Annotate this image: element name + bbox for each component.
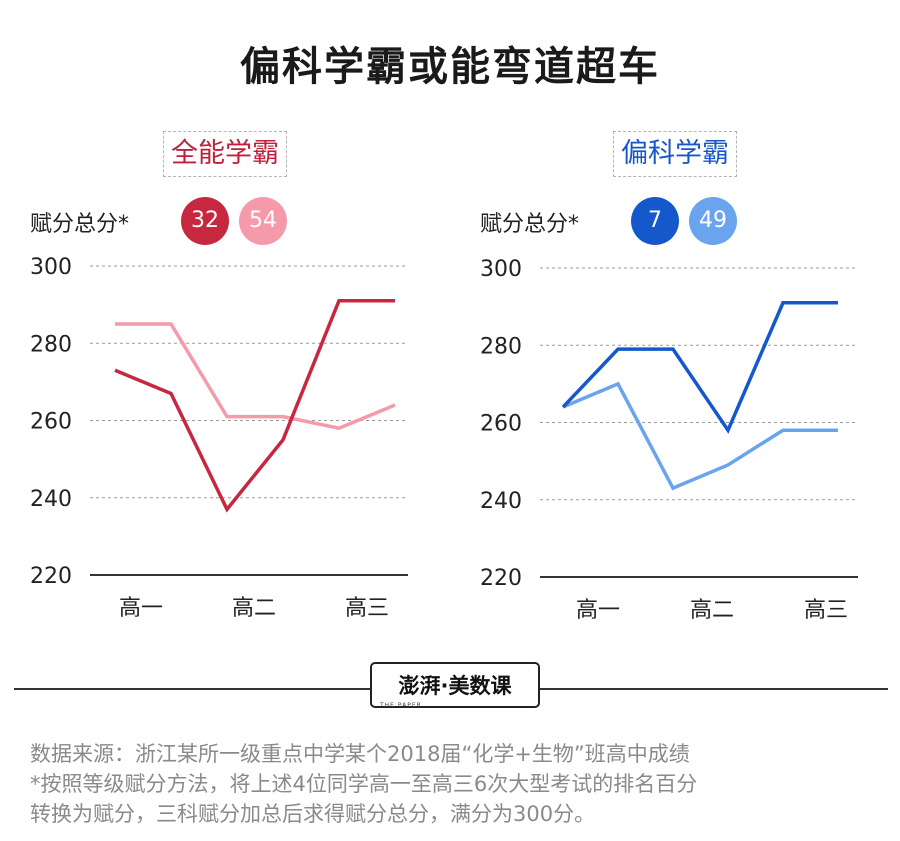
y-tick-label-280: 280 [480,334,522,359]
x-tick-label-1: 高一 [119,596,163,621]
series-line-49 [562,381,838,491]
series-line-32 [114,299,395,513]
y-tick-label-220: 220 [480,566,522,591]
legend-badge-student-32: 32 [181,197,229,245]
y-tick-label-240: 240 [480,489,522,514]
x-tick-label-2: 高二 [690,598,734,623]
legend-caption-left: 赋分总分* [30,212,130,237]
x-tick-label-3: 高三 [345,596,389,621]
legend-caption-right: 赋分总分* [480,212,580,237]
y-tick-label-280: 280 [30,332,72,357]
legend-badge-student-54: 54 [239,197,287,245]
series-line-7 [561,301,838,434]
source-note-line-1: 数据来源：浙江某所一级重点中学某个2018届“化学+生物”班高中成绩 [30,742,690,766]
brand-logo-subtext: THE PAPER [380,702,422,709]
y-tick-label-260: 260 [30,410,72,435]
source-note-line-2: *按照等级赋分方法，将上述4位同学高一至高三6次大型考试的排名百分 [30,772,698,796]
divider-right [536,688,888,690]
x-tick-label-3: 高三 [804,598,848,623]
y-tick-label-300: 300 [30,255,72,280]
page-title: 偏科学霸或能弯道超车 [240,44,660,90]
brand-logo: 澎湃·美数课 [370,662,540,708]
x-tick-label-2: 高二 [232,596,276,621]
divider-left [14,688,370,690]
y-tick-label-300: 300 [480,257,522,282]
source-note-line-3: 转换为赋分，三科赋分加总后求得赋分总分，满分为300分。 [30,802,596,826]
legend-badge-student-49: 49 [689,197,737,245]
panel-title-all-round: 全能学霸 [163,131,287,177]
x-tick-label-1: 高一 [576,598,620,623]
y-tick-label-220: 220 [30,564,72,589]
y-tick-label-260: 260 [480,412,522,437]
legend-badge-student-7: 7 [631,197,679,245]
y-tick-label-240: 240 [30,487,72,512]
panel-title-specialist: 偏科学霸 [613,131,737,177]
line-charts: 220 240 260 280 300 高一 高二 高三 220 240 260 280 300 高一 高二… [30,255,858,623]
series-line-54 [115,322,396,431]
